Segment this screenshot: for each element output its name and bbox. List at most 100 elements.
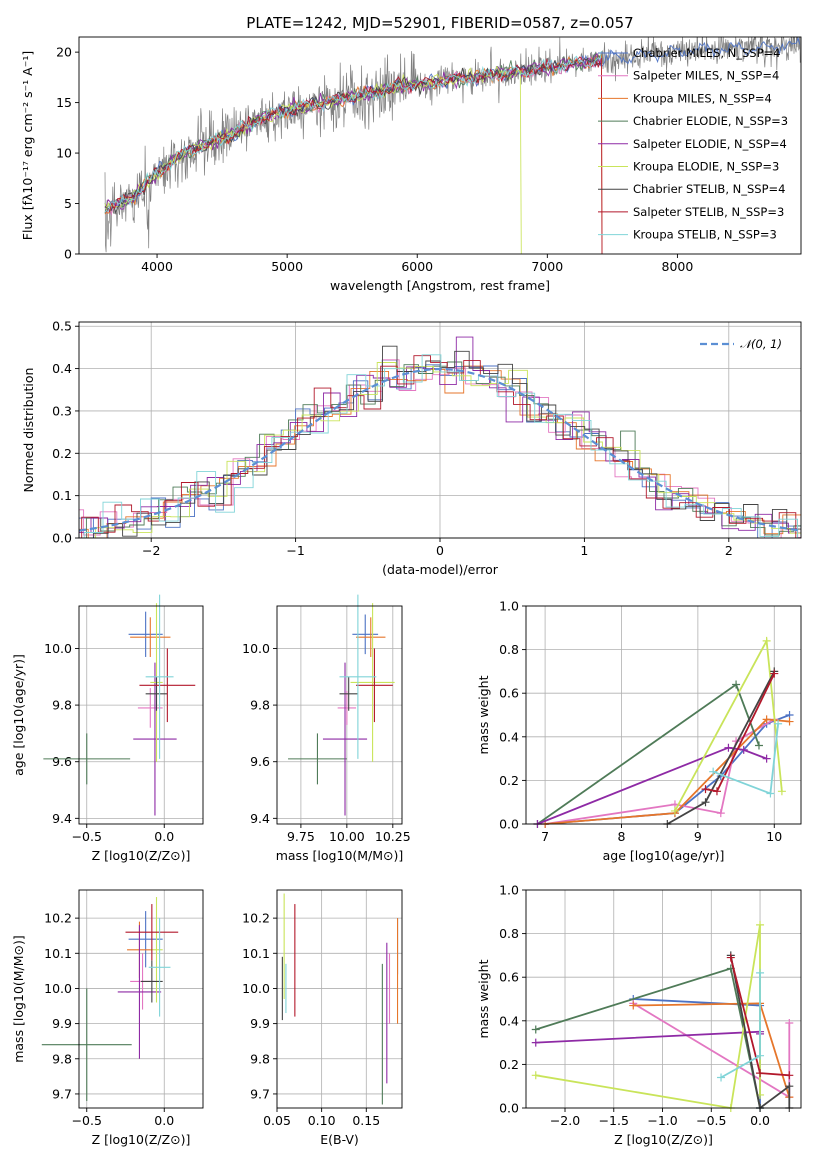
data-point-7 [139, 648, 196, 723]
weight-marker [754, 741, 763, 750]
x-tick-label: 0.10 [308, 1113, 336, 1128]
weight-line-3 [536, 683, 760, 825]
weight-marker [724, 743, 733, 752]
legend-label-4: Salpeter ELODIE, N_SSP=4 [633, 137, 787, 151]
y-tick-label: 0.4 [499, 1013, 519, 1028]
y-tick-label: 9.8 [52, 1051, 72, 1066]
weight-marker [785, 717, 794, 726]
points-age-vs-Z [43, 594, 196, 816]
weight-marker [762, 715, 771, 724]
x-tick-label: 4000 [141, 259, 173, 274]
x-tick-label: 0.15 [352, 1113, 380, 1128]
y-tick-label: 1.0 [499, 883, 519, 898]
y-tick-label: 10.1 [242, 946, 270, 961]
x-axis-label: mass [log10(M/M⊙)] [276, 848, 404, 863]
weight-marker [777, 787, 786, 796]
data-point-5 [350, 603, 395, 762]
gaussian-curve [79, 367, 801, 532]
data-point-2 [130, 617, 171, 657]
data-point-8 [148, 918, 171, 1017]
model-line-1 [105, 55, 602, 216]
axes-spectrum: 4000 5000 6000 7000 8000 0 5 10 15 20 PLATE=1242, … [20, 14, 802, 293]
legend: Chabrier MILES, N_SSP=4 Salpeter MILES, N… [598, 46, 788, 242]
data-point-7 [125, 904, 179, 961]
model-line-8 [104, 51, 602, 213]
y-tick-label: 0.0 [52, 531, 72, 546]
weight-marker [531, 1071, 540, 1080]
x-axis-label: E(B-V) [320, 1132, 359, 1147]
weight-line-4 [537, 746, 767, 825]
x-tick-label: 8 [618, 829, 626, 844]
y-tick-label: 0.4 [499, 729, 519, 744]
y-tick-label: 9.4 [250, 811, 270, 826]
legend-label-6: Chabrier STELIB, N_SSP=4 [633, 182, 785, 196]
y-tick-label: 10 [56, 146, 72, 161]
grid-age-vs-mass [277, 606, 402, 824]
y-tick-label: 0.1 [52, 488, 72, 503]
x-tick-label: 9.75 [287, 829, 315, 844]
data-point-3 [43, 733, 131, 785]
x-axis-label: Z [log10(Z/Z⊙)] [614, 1132, 713, 1147]
weight-marker [701, 785, 710, 794]
spectrum-plot [104, 37, 801, 254]
y-tick-label: 0.5 [52, 319, 72, 334]
data-point-0 [128, 911, 163, 968]
legend-label-gaussian: 𝒩(0, 1) [740, 337, 782, 351]
histogram-2 [79, 365, 801, 538]
weight-marker [531, 1025, 540, 1034]
y-tick-label: 10.2 [44, 911, 72, 926]
weight-line-6 [729, 955, 791, 1110]
x-tick-label: 10.25 [375, 829, 411, 844]
x-tick-label: −2 [142, 543, 160, 558]
grid-weight-vs-age [526, 605, 801, 825]
y-tick-label: 0.8 [499, 926, 519, 941]
axes-frame [276, 605, 403, 825]
weight-marker [732, 680, 741, 689]
y-tick-label: 10.0 [44, 641, 72, 656]
histogram-7 [81, 355, 801, 538]
weight-marker [716, 809, 725, 818]
weight-marker [717, 1073, 726, 1082]
points-mass-vs-EBV [281, 893, 399, 1105]
data-point-1 [137, 688, 163, 728]
data-point-4 [117, 925, 162, 1059]
x-tick-label: 7000 [531, 259, 563, 274]
model-line-7 [104, 56, 603, 254]
legend-label-1: Salpeter MILES, N_SSP=4 [633, 69, 779, 83]
weight-marker [766, 789, 775, 798]
y-tick-label: 0.3 [52, 403, 72, 418]
x-tick-label: 8000 [662, 259, 694, 274]
axes-age-vs-mass: 9.75 10.00 10.25 9.4 9.6 9.8 10.0 mass [log10(M… [242, 594, 411, 863]
x-tick-label: 0.0 [154, 1113, 174, 1128]
x-tick-label: 10 [766, 829, 782, 844]
axes-frame [78, 36, 802, 255]
legend-label-5: Kroupa ELODIE, N_SSP=3 [633, 160, 779, 174]
y-tick-label: 1.0 [499, 599, 519, 614]
data-point-6 [145, 676, 168, 711]
y-tick-label: 9.8 [250, 1051, 270, 1066]
weight-marker [785, 1018, 794, 1027]
y-tick-label: 10.0 [242, 641, 270, 656]
x-tick-label: 0.0 [750, 1113, 770, 1128]
axes-age-vs-Z: −0.5 0.0 9.4 9.6 9.8 10.0 Z [log10(Z/Z⊙)] age [… [11, 594, 204, 863]
data-point-0 [128, 611, 163, 657]
x-tick-label: −1.5 [599, 1113, 629, 1128]
model-line-6 [104, 57, 602, 215]
x-tick-label: 9 [694, 829, 702, 844]
histogram-8 [83, 354, 801, 538]
weight-marker [785, 1071, 794, 1080]
y-tick-label: 9.7 [250, 1086, 270, 1101]
data-point-0 [352, 614, 379, 655]
x-tick-label: 5000 [271, 259, 303, 274]
axes-frame [78, 605, 204, 825]
grid-age-vs-Z [79, 606, 203, 824]
weight-line-4 [535, 1030, 761, 1044]
y-tick-label: 0.6 [499, 686, 519, 701]
data-point-6 [339, 676, 358, 711]
y-axis-label: mass weight [476, 959, 491, 1038]
x-tick-label: 1 [580, 543, 588, 558]
x-tick-label: −0.5 [72, 829, 102, 844]
y-tick-label: 0.2 [499, 1057, 519, 1072]
x-tick-label: 0 [436, 543, 444, 558]
